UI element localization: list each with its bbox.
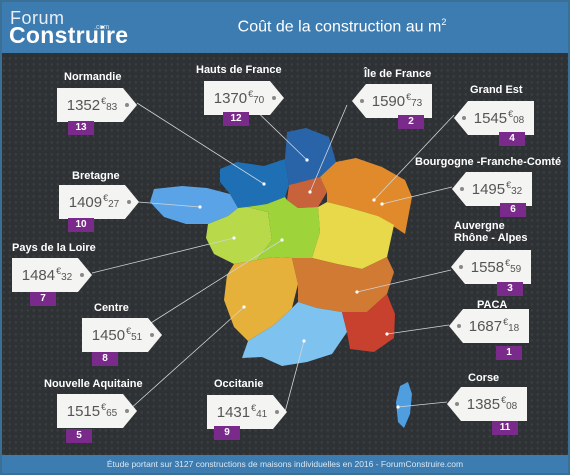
price-tag-paca: 1687€18	[449, 309, 529, 343]
region-hdf	[285, 128, 336, 185]
price-tag-pdl: 1484€32	[12, 258, 92, 292]
price-paca: 1687€18	[468, 317, 520, 335]
region-bfc	[312, 202, 394, 269]
page-title: Coût de la construction au m2	[237, 17, 447, 36]
rank-badge-corse: 11	[492, 421, 518, 435]
price-tag-idf: 1590€73	[352, 84, 432, 118]
region-name-ara-l1: Auvergne	[454, 220, 505, 232]
price-tag-normandie: 1352€83	[57, 88, 137, 122]
region-naq	[224, 257, 298, 341]
region-occitanie	[242, 302, 347, 366]
price-bfc: 1495€32	[471, 180, 523, 198]
region-normandie	[220, 159, 289, 208]
region-name-idf: Île de France	[364, 68, 432, 80]
price-hdf: 1370€70	[213, 89, 265, 107]
rank-badge-naq: 5	[66, 429, 92, 443]
region-centre	[247, 197, 320, 260]
region-name-bretagne: Bretagne	[72, 170, 120, 182]
rank-badge-grandest: 4	[499, 132, 525, 146]
region-name-hdf: Hauts de France	[196, 64, 282, 76]
price-tag-grandest: 1545€08	[454, 101, 534, 135]
region-corse	[396, 382, 412, 428]
price-pdl: 1484€32	[21, 266, 73, 284]
price-tag-bfc: 1495€32	[452, 172, 532, 206]
rank-badge-bretagne: 10	[68, 218, 94, 232]
rank-badge-paca: 1	[496, 346, 522, 360]
price-grandest: 1545€08	[473, 109, 525, 127]
rank-badge-centre: 8	[92, 352, 118, 366]
rank-badge-idf: 2	[398, 115, 424, 129]
price-tag-bretagne: 1409€27	[59, 185, 139, 219]
region-pdl	[206, 207, 272, 264]
region-name-corse: Corse	[468, 372, 500, 384]
region-name-normandie: Normandie	[64, 71, 122, 83]
rank-badge-hdf: 12	[223, 112, 249, 126]
region-paca	[342, 294, 395, 352]
price-bretagne: 1409€27	[68, 193, 120, 211]
region-name-paca: PACA	[477, 299, 508, 311]
rank-badge-pdl: 7	[30, 292, 56, 306]
leader-lines	[91, 99, 455, 413]
region-ara	[292, 257, 394, 312]
price-tag-hdf: 1370€70	[204, 81, 284, 115]
region-idf	[287, 177, 327, 208]
price-tag-centre: 1450€51	[82, 318, 162, 352]
logo-com: .com	[94, 24, 110, 31]
leader-dots	[198, 158, 400, 409]
logo-construire: Construire	[9, 22, 129, 48]
footer-bar: Étude portant sur 3127 constructions de …	[2, 455, 568, 473]
price-tag-corse: 1385€08	[447, 387, 527, 421]
rank-badge-bfc: 6	[500, 203, 526, 217]
price-idf: 1590€73	[371, 92, 423, 110]
logo-forum: Forum	[10, 8, 65, 28]
header-bar: Forum .com Construire Coût de la constru…	[2, 2, 568, 53]
price-normandie: 1352€83	[66, 96, 118, 114]
region-name-pdl: Pays de la Loire	[12, 242, 96, 254]
region-grandest	[320, 158, 412, 234]
region-name-grandest: Grand Est	[470, 84, 523, 96]
rank-badge-normandie: 13	[68, 121, 94, 135]
price-occitanie: 1431€41	[216, 403, 268, 421]
price-tag-occitanie: 1431€41	[207, 395, 287, 429]
rank-badge-occitanie: 9	[214, 426, 240, 440]
price-corse: 1385€08	[466, 395, 518, 413]
region-name-bfc: Bourgogne -Franche-Comté	[415, 156, 562, 168]
region-name-naq: Nouvelle Aquitaine	[44, 378, 143, 390]
region-name-occitanie: Occitanie	[214, 378, 264, 390]
region-bretagne	[150, 186, 238, 224]
price-naq: 1515€65	[66, 402, 118, 420]
region-name-ara-l2: Rhône - Alpes	[454, 232, 528, 244]
price-centre: 1450€51	[91, 326, 143, 344]
price-tag-naq: 1515€65	[57, 394, 137, 428]
region-name-centre: Centre	[94, 302, 129, 314]
price-tag-ara: 1558€59	[451, 250, 531, 284]
rank-badge-ara: 3	[497, 282, 523, 296]
price-ara: 1558€59	[470, 258, 522, 276]
